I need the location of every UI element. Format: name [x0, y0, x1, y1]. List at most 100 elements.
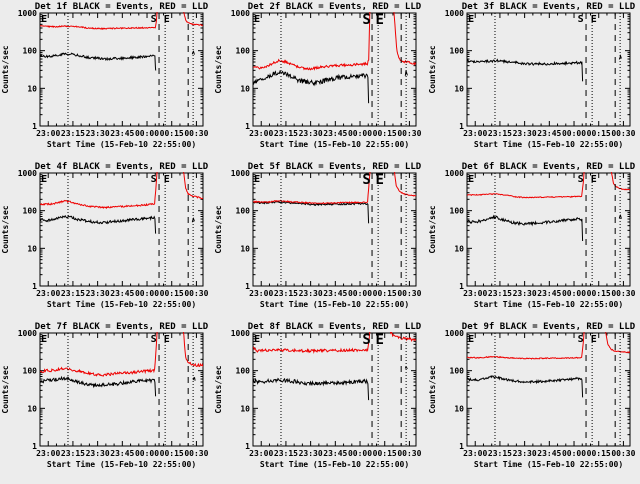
plot-cell-det-1f: Det 1f BLACK = Events, RED = LLD 1 10 100 10… [0, 0, 213, 164]
axis-ticks [252, 332, 416, 447]
y-tick-label: 100 [23, 367, 38, 376]
lld-series [393, 12, 416, 66]
events-series [618, 54, 622, 60]
x-tick-label: 23:00 [36, 289, 60, 298]
x-tick-label: 23:00 [36, 449, 60, 458]
y-axis-label: Counts/sec [214, 365, 223, 413]
y-tick-label: 1000 [231, 169, 250, 178]
plot-title: Det 8f BLACK = Events, RED = LLD [248, 322, 422, 332]
orbit-event-marker-s: S [362, 12, 370, 28]
x-axis-label: Start Time (15-Feb-10 22:55:00) [47, 139, 196, 149]
x-tick-label: 23:30 [299, 129, 323, 138]
orbit-event-marker-e: E [164, 334, 170, 345]
y-tick-label: 1000 [445, 329, 464, 338]
x-tick-label: 00:15 [373, 289, 397, 298]
x-tick-label: 00:15 [160, 449, 184, 458]
lld-series [605, 332, 630, 354]
x-tick-label: 23:45 [323, 449, 347, 458]
x-tick-label: 00:15 [587, 449, 611, 458]
orbit-event-marker-e: E [591, 334, 597, 345]
y-tick-label: 1 [245, 282, 250, 291]
orbit-event-marker-s: S [362, 172, 370, 188]
lld-series [467, 332, 585, 360]
plot-title: Det 4f BLACK = Events, RED = LLD [35, 162, 209, 172]
y-axis-label: Counts/sec [1, 365, 10, 413]
lld-series [253, 12, 371, 71]
axes-box [39, 12, 204, 127]
orbit-event-marker-s: S [151, 14, 157, 25]
x-tick-label: 00:30 [397, 449, 421, 458]
lld-series [40, 172, 158, 210]
orbit-event-marker-e: E [376, 332, 384, 348]
x-tick-label: 23:15 [274, 289, 298, 298]
plot-title: Det 5f BLACK = Events, RED = LLD [248, 162, 422, 172]
y-tick-label: 10 [27, 404, 37, 413]
events-series [40, 214, 157, 234]
x-tick-label: 00:15 [160, 129, 184, 138]
y-tick-label: 10 [454, 244, 464, 253]
orbit-event-marker-s: S [578, 334, 584, 345]
y-tick-label: 1000 [445, 169, 464, 178]
orbit-event-marker-e: E [41, 14, 47, 25]
y-tick-label: 1 [459, 442, 464, 451]
y-tick-label: 1000 [231, 9, 250, 18]
y-axis-label: Counts/sec [1, 205, 10, 253]
x-tick-label: 00:00 [348, 289, 372, 298]
x-tick-label: 23:30 [513, 289, 537, 298]
x-tick-label: 23:45 [323, 129, 347, 138]
events-series [191, 217, 195, 223]
plot-title: Det 9f BLACK = Events, RED = LLD [462, 322, 636, 332]
y-tick-label: 1000 [445, 9, 464, 18]
x-tick-label: 23:30 [86, 289, 110, 298]
x-tick-label: 23:30 [513, 449, 537, 458]
x-tick-label: 23:00 [249, 289, 273, 298]
orbit-event-marker-e: E [41, 334, 47, 345]
x-axis-label: Start Time (15-Feb-10 22:55:00) [47, 459, 196, 469]
events-series [253, 70, 370, 104]
orbit-event-marker-e: E [376, 12, 384, 28]
x-tick-label: 00:00 [348, 129, 372, 138]
y-tick-label: 1 [245, 122, 250, 131]
x-tick-label: 00:30 [397, 289, 421, 298]
lld-series [253, 332, 371, 354]
orbit-event-marker-e: E [254, 334, 260, 345]
events-series [40, 52, 157, 71]
y-tick-label: 100 [23, 47, 38, 56]
x-tick-label: 00:15 [160, 289, 184, 298]
orbit-event-marker-e: E [164, 174, 170, 185]
events-series [253, 200, 370, 224]
orbit-event-marker-e: E [591, 14, 597, 25]
events-series [40, 375, 157, 397]
x-tick-label: 00:30 [611, 289, 635, 298]
y-tick-label: 1 [32, 442, 37, 451]
y-tick-label: 10 [240, 244, 250, 253]
plot-det-1f: Det 1f BLACK = Events, RED = LLD 1 10 100 10… [1, 2, 209, 149]
lld-series [183, 12, 203, 27]
lld-series [390, 332, 416, 343]
x-axis-label: Start Time (15-Feb-10 22:55:00) [474, 139, 623, 149]
axis-ticks [466, 172, 630, 287]
x-tick-label: 23:00 [463, 129, 487, 138]
y-tick-label: 100 [23, 207, 38, 216]
y-tick-label: 10 [27, 244, 37, 253]
x-axis-label: Start Time (15-Feb-10 22:55:00) [474, 299, 623, 309]
x-tick-label: 23:15 [488, 289, 512, 298]
x-tick-label: 00:00 [562, 289, 586, 298]
x-tick-label: 23:45 [537, 129, 561, 138]
y-tick-label: 1000 [18, 329, 37, 338]
x-tick-label: 23:15 [274, 449, 298, 458]
x-tick-label: 00:30 [184, 289, 208, 298]
orbit-event-marker-e: E [468, 174, 474, 185]
events-series [192, 376, 196, 381]
orbit-event-marker-s: S [578, 174, 584, 185]
x-tick-label: 00:00 [135, 129, 159, 138]
x-tick-label: 00:30 [611, 449, 635, 458]
y-tick-label: 10 [240, 84, 250, 93]
y-axis-label: Counts/sec [428, 205, 437, 253]
plot-cell-det-7f: Det 7f BLACK = Events, RED = LLD 1 10 100 10… [0, 320, 213, 484]
x-axis-label: Start Time (15-Feb-10 22:55:00) [260, 139, 409, 149]
x-tick-label: 00:30 [184, 449, 208, 458]
orbit-event-marker-s: S [578, 14, 584, 25]
events-series [467, 214, 584, 242]
